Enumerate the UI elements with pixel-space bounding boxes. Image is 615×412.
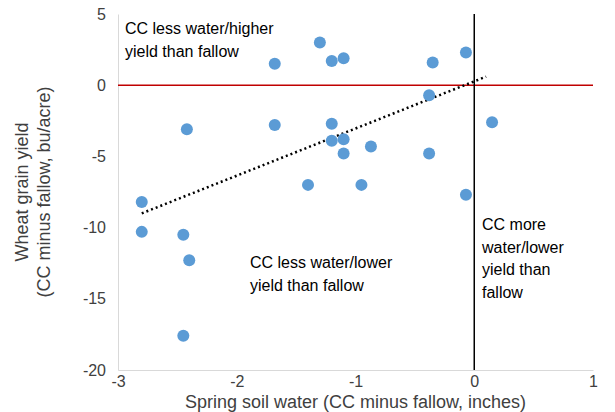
scatter-point <box>136 196 148 208</box>
scatter-point <box>460 189 472 201</box>
y-tick: -20 <box>83 362 118 379</box>
y-tick: -5 <box>92 148 118 165</box>
scatter-point <box>326 135 338 147</box>
y-axis-line <box>118 15 119 371</box>
scatter-point <box>177 330 189 342</box>
annotation-line: CC less water/lower <box>250 254 393 271</box>
x-axis: -3 -2 -1 0 1 <box>111 370 598 390</box>
plot-area: -3-2-101-20-15-10-505CC less water/highe… <box>83 6 598 391</box>
y-tick-label: -15 <box>83 290 106 307</box>
scatter-point <box>338 133 350 145</box>
scatter-point <box>460 46 472 58</box>
scatter-point <box>365 140 377 152</box>
x-tick-label: -2 <box>230 373 244 390</box>
chart: -3-2-101-20-15-10-505CC less water/highe… <box>0 0 615 412</box>
scatter-point <box>181 123 193 135</box>
annotation-line: CC less water/higher <box>125 20 274 37</box>
scatter-point <box>302 179 314 191</box>
y-tick-label: -5 <box>92 148 106 165</box>
x-tick: -1 <box>349 370 363 390</box>
scatter-point <box>177 229 189 241</box>
x-axis-line <box>119 370 594 371</box>
scatter-point <box>423 89 435 101</box>
scatter-point <box>183 254 195 266</box>
scatter-point <box>136 226 148 238</box>
x-tick-label: -1 <box>349 373 363 390</box>
x-tick-label: 0 <box>470 373 479 390</box>
y-axis: -20 -15 -10 -5 0 5 <box>83 6 119 379</box>
scatter-point <box>314 36 326 48</box>
scatter-point <box>338 148 350 160</box>
annotation-line: yield than fallow <box>125 43 239 60</box>
y-tick-label: 5 <box>97 6 106 23</box>
scatter-point <box>269 58 281 70</box>
annotation-line: CC more <box>482 216 546 233</box>
scatter-point <box>486 116 498 128</box>
annotation-line: yield than <box>482 261 551 278</box>
scatter-point <box>269 119 281 131</box>
y-tick: -10 <box>83 219 118 236</box>
marks <box>118 14 593 370</box>
y-axis-title: Wheat grain yield <box>12 122 32 261</box>
scatter-point <box>427 56 439 68</box>
x-tick: 0 <box>470 370 479 390</box>
annotation: CC less water/lower yield than fallow <box>250 254 393 294</box>
trend-line <box>142 77 486 214</box>
scatter-point <box>423 148 435 160</box>
scatter-point <box>355 179 367 191</box>
y-tick-label: 0 <box>97 77 106 94</box>
y-tick: -15 <box>83 290 118 307</box>
x-axis-title: Spring soil water (CC minus fallow, inch… <box>185 392 526 412</box>
reference-line-vertical <box>474 14 476 370</box>
annotation-line: water/lower <box>481 239 564 256</box>
annotation-line: yield than fallow <box>250 277 364 294</box>
y-tick: 0 <box>97 77 118 94</box>
y-tick-label: -10 <box>83 219 106 236</box>
x-tick-label: 1 <box>589 373 598 390</box>
reference-line-horizontal <box>118 84 593 86</box>
scatter-point <box>326 118 338 130</box>
scatter-point <box>326 55 338 67</box>
scatter-point <box>338 52 350 64</box>
annotation-line: fallow <box>482 284 523 301</box>
annotation: CC less water/higher yield than fallow <box>125 20 274 60</box>
x-tick: 1 <box>589 370 598 390</box>
x-tick: -3 <box>111 370 125 390</box>
y-tick-label: -20 <box>83 362 106 379</box>
x-tick: -2 <box>230 370 244 390</box>
annotation: CC more water/lower yield than fallow <box>481 216 564 301</box>
y-axis-title: (CC minus fallow, bu/acre) <box>34 86 54 297</box>
x-tick-label: -3 <box>111 373 125 390</box>
y-tick: 5 <box>97 6 118 23</box>
